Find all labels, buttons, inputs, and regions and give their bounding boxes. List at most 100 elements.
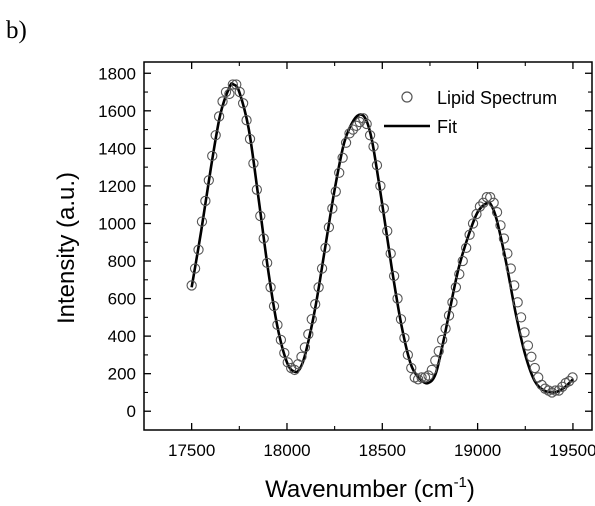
fit-layer [190,81,574,394]
data-points [186,79,578,398]
data-point [368,141,379,152]
data-point [402,349,413,361]
legend: Lipid Spectrum Fit [384,88,557,137]
data-point [241,115,252,126]
data-point [395,314,407,325]
x-tick-label: 18500 [359,441,406,460]
data-point [289,364,300,376]
data-point [509,280,520,291]
data-point [437,334,448,346]
data-point [255,210,266,222]
data-point [378,203,389,214]
data-point [200,195,211,207]
x-tick-label: 18000 [263,441,310,460]
data-point [426,364,438,376]
data-point [529,362,540,374]
panel-label: b) [6,17,27,44]
data-point [491,207,503,218]
data-point [237,98,249,109]
data-point [433,345,444,357]
data-point [299,342,311,353]
legend-label-lipid-spectrum: Lipid Spectrum [437,88,557,108]
data-point [186,280,197,291]
data-point [563,376,575,387]
data-point [203,175,214,186]
data-point [443,310,455,321]
data-point [440,323,451,334]
data-point [258,233,269,244]
data-point [344,128,355,139]
y-axis-ticks: 0 200 400 600 800 1000 1200 1400 1600 1800 [98,64,592,421]
data-point [392,293,403,304]
y-tick-label: 1600 [98,102,136,121]
data-point [485,192,496,203]
data-point [567,372,578,383]
data-point [279,347,290,359]
data-point [313,282,324,293]
data-point [526,351,537,362]
data-point [382,225,393,237]
fit-line [190,81,574,394]
data-point [227,79,238,90]
data-point [347,124,359,135]
data-point [522,340,534,351]
data-point [244,133,256,145]
data-point [388,270,400,282]
y-tick-label: 400 [108,327,136,346]
data-point [454,269,465,280]
data-point [310,299,321,310]
data-point [303,329,314,340]
data-point [515,312,527,323]
data-point [323,222,335,233]
data-point [262,257,273,269]
data-point [330,186,341,197]
data-point [268,300,280,312]
x-axis-title-close: ) [467,476,475,503]
y-tick-label: 1800 [98,64,136,83]
data-point [189,263,201,274]
data-point [488,197,499,208]
data-point [519,327,530,338]
x-axis-title: Wavenumber (cm-1) [265,474,475,503]
y-tick-label: 200 [108,365,136,384]
data-point [553,385,564,396]
x-tick-label: 19000 [454,441,501,460]
data-point [354,116,365,128]
x-tick-label: 17500 [168,441,215,460]
data-point [450,282,462,293]
data-point [399,332,410,344]
data-point [327,203,338,214]
data-point [536,379,547,391]
data-point [375,180,386,192]
data-point [306,314,317,325]
data-point [361,118,372,130]
data-point [296,351,307,362]
x-axis-ticks: 17500 18000 18500 19000 19500 [168,62,595,460]
y-tick-label: 1400 [98,139,136,158]
x-tick-label: 19500 [549,441,595,460]
data-point [337,152,348,163]
y-tick-label: 600 [108,290,136,309]
y-axis-title: Intensity (a.u.) [53,172,80,324]
data-point [505,263,516,274]
data-point [406,362,417,374]
data-point [224,88,235,100]
data-point [275,334,287,346]
y-tick-label: 800 [108,252,136,271]
data-point [385,248,396,259]
data-point [430,355,441,366]
plot-frame [143,61,593,431]
data-point [207,150,218,162]
data-point [557,381,568,392]
data-point [193,244,204,255]
data-point [416,372,427,383]
data-point [213,111,225,122]
data-point [371,160,383,171]
legend-label-fit: Fit [437,117,457,137]
data-point [474,201,486,212]
data-point [467,218,479,229]
data-point [478,197,489,208]
data-point [196,216,208,227]
data-point [447,297,458,308]
